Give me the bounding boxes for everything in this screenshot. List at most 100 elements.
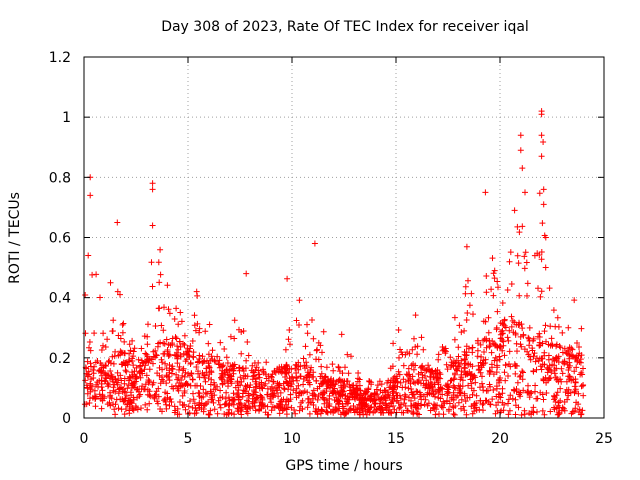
data-point: [295, 392, 302, 399]
data-point: [166, 310, 173, 317]
data-point: [191, 322, 198, 329]
data-point: [474, 337, 481, 344]
data-point: [293, 317, 300, 324]
data-point: [312, 408, 319, 415]
data-point: [506, 327, 513, 334]
data-point: [395, 368, 402, 375]
data-point: [577, 356, 584, 363]
data-point: [142, 401, 149, 408]
data-point: [339, 409, 346, 416]
data-point: [480, 407, 486, 414]
data-point: [175, 387, 182, 394]
data-point: [129, 337, 136, 344]
data-point: [552, 374, 559, 381]
data-point: [451, 384, 458, 391]
data-point: [278, 397, 285, 404]
data-point: [410, 366, 417, 373]
data-point: [133, 386, 140, 393]
data-point: [146, 357, 152, 364]
data-point: [390, 403, 397, 409]
data-point: [275, 393, 282, 400]
data-point: [182, 406, 189, 413]
data-point: [335, 400, 342, 407]
data-point: [241, 402, 248, 409]
data-point: [395, 400, 402, 406]
data-point: [131, 345, 138, 352]
data-point: [469, 375, 476, 382]
data-point: [538, 256, 545, 263]
data-point: [398, 409, 405, 416]
data-point: [107, 360, 114, 367]
data-point: [517, 389, 524, 396]
data-point: [463, 411, 470, 418]
y-axis-label: ROTI / TECUs: [7, 192, 23, 284]
data-point: [127, 347, 134, 354]
data-point: [499, 327, 506, 334]
data-point: [405, 385, 412, 392]
data-point: [413, 388, 420, 395]
data-point: [485, 314, 492, 321]
data-point: [150, 379, 157, 386]
data-point: [406, 394, 412, 401]
data-point: [580, 392, 587, 399]
data-point: [215, 397, 222, 404]
data-point: [514, 252, 521, 259]
data-point: [444, 386, 451, 393]
data-point: [122, 406, 129, 412]
data-point: [483, 289, 490, 296]
x-tick-labels: 0 5 10 15 20 25: [80, 431, 613, 447]
data-point: [88, 376, 95, 383]
data-point: [237, 374, 244, 381]
data-point: [489, 396, 496, 403]
data-point: [225, 380, 232, 387]
data-point: [444, 366, 451, 373]
data-point: [447, 354, 454, 361]
data-point: [303, 359, 310, 366]
data-point: [496, 376, 503, 383]
data-point: [575, 401, 582, 408]
data-point: [178, 318, 185, 325]
data-point: [102, 378, 109, 384]
data-point: [264, 391, 271, 398]
data-point: [507, 392, 514, 399]
data-point: [243, 388, 250, 395]
data-point: [469, 410, 476, 417]
data-point: [378, 395, 385, 402]
data-point: [524, 389, 531, 396]
data-point: [338, 384, 345, 391]
data-point: [505, 400, 511, 407]
data-point: [416, 411, 422, 418]
data-point: [166, 362, 173, 368]
data-point: [518, 412, 525, 418]
data-point: [474, 353, 481, 360]
data-point: [177, 353, 184, 360]
data-point: [167, 396, 174, 402]
data-point: [463, 349, 470, 356]
data-point: [92, 403, 99, 410]
data-point: [401, 391, 408, 398]
data-point: [142, 358, 149, 365]
data-point: [507, 363, 514, 370]
data-point: [302, 343, 309, 350]
data-point: [192, 327, 199, 334]
data-point: [525, 382, 531, 389]
data-point: [420, 346, 427, 353]
data-point: [559, 329, 566, 336]
data-point: [540, 186, 547, 193]
data-point: [276, 364, 283, 371]
data-point: [203, 365, 210, 372]
data-point: [97, 368, 104, 375]
data-point: [250, 373, 257, 380]
data-point: [181, 332, 188, 339]
data-point: [483, 273, 490, 279]
data-point: [107, 402, 114, 409]
data-point: [224, 360, 231, 366]
data-point: [100, 342, 106, 349]
data-point: [86, 339, 93, 345]
data-point: [283, 379, 290, 386]
data-point: [519, 165, 526, 172]
data-point: [490, 371, 497, 378]
data-point: [113, 379, 120, 386]
data-point: [493, 385, 500, 392]
data-point: [185, 403, 192, 410]
